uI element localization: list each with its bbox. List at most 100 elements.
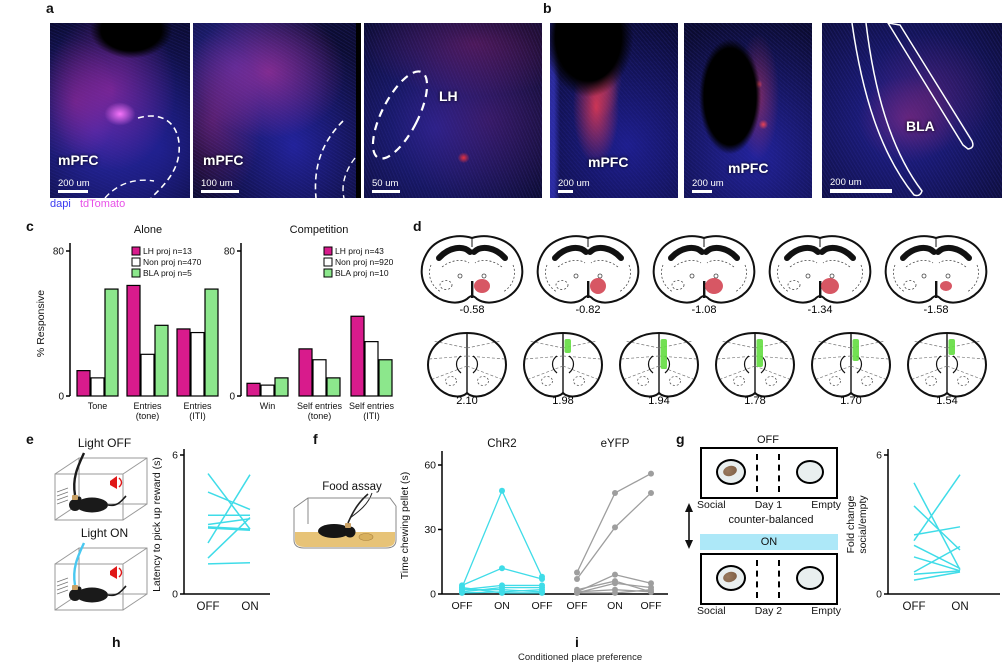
boundary-dashes <box>314 120 356 198</box>
svg-text:OFF: OFF <box>452 600 473 612</box>
frontal-section: 1.78 <box>715 331 795 406</box>
svg-text:Non proj n=920: Non proj n=920 <box>335 257 394 267</box>
cpp-arena-day1 <box>700 447 838 499</box>
svg-text:OFF: OFF <box>567 600 588 612</box>
svg-text:Tone: Tone <box>88 401 108 411</box>
svg-text:(tone): (tone) <box>308 411 332 421</box>
panel-label-f: f <box>313 431 318 447</box>
svg-text:OFF: OFF <box>532 600 553 612</box>
zone-social: Social <box>697 499 726 511</box>
svg-text:30: 30 <box>424 524 436 536</box>
panel-label-i: i <box>575 634 579 650</box>
svg-text:ON: ON <box>241 601 258 613</box>
svg-text:80: 80 <box>224 247 235 258</box>
svg-text:60: 60 <box>424 460 436 472</box>
cpp-title-partial: Conditioned place preference <box>518 652 643 663</box>
light-off-label: Light OFF <box>77 436 132 450</box>
region-label: mPFC <box>588 154 629 170</box>
svg-text:-1.58: -1.58 <box>923 304 948 315</box>
micrograph-mpfc-injection: mPFC 200 um <box>50 23 190 198</box>
line-plot-food: Time chewing pellet (s) 0 30 60 ChR2 OFF ON OFF… <box>398 433 676 620</box>
stain-legend: dapi tdTomato <box>50 198 125 210</box>
svg-text:Fold change: Fold change <box>845 495 857 553</box>
svg-text:OFF: OFF <box>903 601 926 613</box>
svg-text:0: 0 <box>876 589 882 601</box>
panel-label-g: g <box>676 431 685 447</box>
boundary-dashes <box>104 115 180 198</box>
svg-text:Self entries: Self entries <box>349 401 395 411</box>
svg-text:BLA proj n=10: BLA proj n=10 <box>335 268 389 278</box>
svg-text:Latency to pick up reward (s): Latency to pick up reward (s) <box>151 457 163 592</box>
operant-box-light-off <box>48 450 154 533</box>
svg-text:BLA proj n=5: BLA proj n=5 <box>143 268 192 278</box>
empty-cup <box>796 460 824 484</box>
svg-text:6: 6 <box>876 450 882 462</box>
svg-text:1.94: 1.94 <box>648 395 669 406</box>
zone-social: Social <box>697 605 726 617</box>
coronal-section: -0.58 <box>420 235 524 315</box>
svg-text:eYFP: eYFP <box>601 438 630 450</box>
svg-text:(tone): (tone) <box>136 411 160 421</box>
svg-text:1.78: 1.78 <box>744 395 765 406</box>
cpp-arena-day2 <box>700 553 838 605</box>
svg-text:2.10: 2.10 <box>456 395 477 406</box>
svg-text:(ITI): (ITI) <box>363 411 380 421</box>
dapi-legend: dapi <box>50 198 71 210</box>
frontal-section: 1.98 <box>523 331 603 406</box>
light-on-label: Light ON <box>80 526 129 540</box>
panel-label-e: e <box>26 431 34 447</box>
social-cup <box>716 459 746 485</box>
region-label: BLA <box>906 118 935 134</box>
svg-text:Win: Win <box>260 401 276 411</box>
region-label: mPFC <box>728 160 769 176</box>
counterbalance-arrow <box>685 503 693 549</box>
bar-chart-competition: Competition LH proj n=43 Non proj n=920 BLA… <box>224 221 424 438</box>
svg-text:Entries: Entries <box>183 401 212 411</box>
svg-text:social/empty: social/empty <box>857 495 869 554</box>
region-label: LH <box>439 88 458 104</box>
svg-text:LH proj n=13: LH proj n=13 <box>143 246 192 256</box>
region-label: mPFC <box>203 152 244 168</box>
svg-text:1.70: 1.70 <box>840 395 861 406</box>
zone-labels-day1: Social Day 1 Empty <box>697 499 841 511</box>
atlas-row-frontal-mpfc: 2.10 1.98 1.94 1.78 1.70 <box>420 326 994 406</box>
micrograph-bla: BLA 200 um <box>822 23 1002 198</box>
frontal-section: 1.54 <box>907 331 987 406</box>
region-label: mPFC <box>58 152 99 168</box>
scale-bar: 100 um <box>201 178 239 193</box>
fiber-outline <box>851 23 974 197</box>
frontal-section: 2.10 <box>427 331 507 406</box>
svg-text:ChR2: ChR2 <box>487 438 516 450</box>
svg-text:ON: ON <box>607 600 623 612</box>
scale-bar: 200 um <box>692 178 724 193</box>
atlas-row-coronal-lh: -0.58 -0.82 -1.08 -1.34 -1.58 <box>416 229 992 315</box>
scale-bar: 200 um <box>830 177 892 193</box>
svg-text:6: 6 <box>172 450 178 462</box>
line-plot-foldchange: Fold change social/empty 0 6 OFF ON <box>842 437 1004 624</box>
scale-bar: 200 um <box>58 178 90 193</box>
svg-text:Competition: Competition <box>290 224 349 236</box>
svg-text:-0.58: -0.58 <box>459 304 484 315</box>
svg-text:ON: ON <box>951 601 968 613</box>
svg-text:80: 80 <box>53 247 65 258</box>
svg-text:Self entries: Self entries <box>297 401 343 411</box>
operant-box-light-on <box>48 540 154 623</box>
panel-label-d: d <box>413 218 422 234</box>
coronal-section: -1.34 <box>768 235 872 315</box>
zone-day1: Day 1 <box>754 499 783 511</box>
zone-labels-day2: Social Day 2 Empty <box>697 605 841 617</box>
panel-label-c: c <box>26 218 34 234</box>
frontal-section: 1.94 <box>619 331 699 406</box>
svg-text:1.98: 1.98 <box>552 395 573 406</box>
micrograph-mpfc-fibers-1: mPFC 200 um <box>550 23 678 198</box>
stimulus-mouse <box>721 464 739 478</box>
svg-text:ON: ON <box>494 600 510 612</box>
svg-text:0: 0 <box>172 589 178 601</box>
bar-chart-alone: Alone LH proj n=13 Non proj n=470 BLA proj … <box>28 221 228 438</box>
counter-balanced-label: counter-balanced <box>728 514 814 526</box>
food-assay-schematic: Food assay <box>288 478 402 563</box>
svg-text:OFF: OFF <box>641 600 662 612</box>
svg-text:Non proj n=470: Non proj n=470 <box>143 257 202 267</box>
panel-label-b: b <box>543 0 552 16</box>
svg-text:Alone: Alone <box>134 224 162 236</box>
